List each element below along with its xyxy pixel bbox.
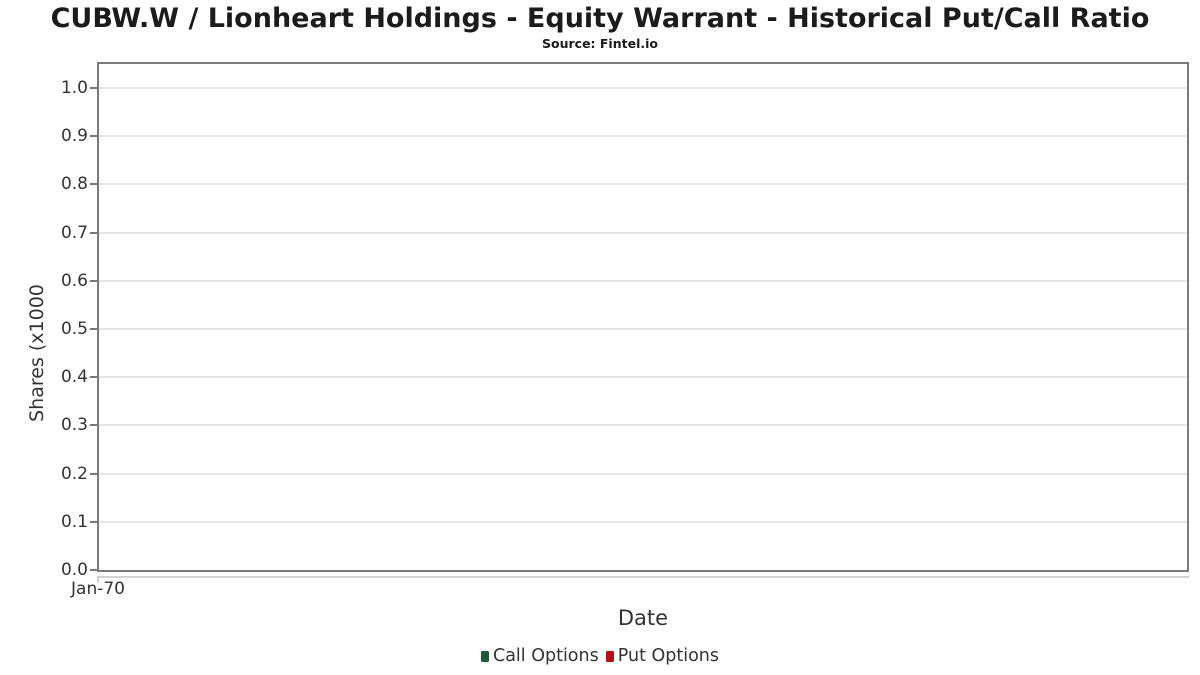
y-tick-label: 0.4 [60,367,88,388]
y-tick-mark [90,424,97,427]
y-tick-mark [90,376,97,379]
y-tick-mark [90,279,97,282]
y-tick-mark [90,569,97,571]
y-axis-labels: 0.0 0.1 0.2 0.3 0.4 0.5 0.6 0.7 0.8 0.9 1.0 [0,64,88,579]
y-tick-label: 0.5 [60,319,88,340]
x-tick-mark [97,578,99,583]
y-tick-mark [90,472,97,475]
y-tick-mark [90,328,97,331]
legend-item-put-options[interactable]: Put Options [605,646,720,666]
gridline [99,135,1187,138]
y-tick-mark [90,87,97,90]
y-tick-mark [90,520,97,523]
y-tick-label: 0.3 [60,415,88,436]
legend-label-put-options: Put Options [617,646,720,666]
gridline [99,520,1187,523]
y-tick-label: 0.7 [60,222,88,243]
legend-label-call-options: Call Options [492,646,599,666]
call-options-swatch-icon [480,650,489,662]
y-tick-label: 0.9 [60,126,88,147]
y-tick-label: 0.8 [60,174,88,195]
y-tick-label: 0.0 [60,560,88,580]
gridline [99,424,1187,427]
y-tick-label: 0.2 [60,463,88,484]
gridline [99,472,1187,475]
y-tick-mark [90,231,97,234]
gridline [99,376,1187,379]
chart-subtitle: Source: Fintel.io [542,36,658,51]
chart-title: CUBW.W / Lionheart Holdings - Equity War… [50,3,1150,34]
legend: Call Options Put Options [0,646,1200,666]
gridline [99,231,1187,234]
x-axis-title: Date [617,606,669,630]
gridline [99,279,1187,282]
gridline [99,183,1187,186]
plot-area [90,62,1189,572]
gridline [99,87,1187,90]
legend-item-call-options[interactable]: Call Options [480,646,599,666]
put-options-swatch-icon [605,650,614,662]
y-tick-mark [90,183,97,186]
x-tick-label: Jan-70 [71,579,125,599]
gridline [99,328,1187,331]
y-tick-label: 1.0 [60,78,88,99]
y-tick-label: 0.6 [60,270,88,291]
y-tick-label: 0.1 [60,511,88,532]
x-axis-line [97,576,1189,578]
y-tick-mark [90,135,97,138]
